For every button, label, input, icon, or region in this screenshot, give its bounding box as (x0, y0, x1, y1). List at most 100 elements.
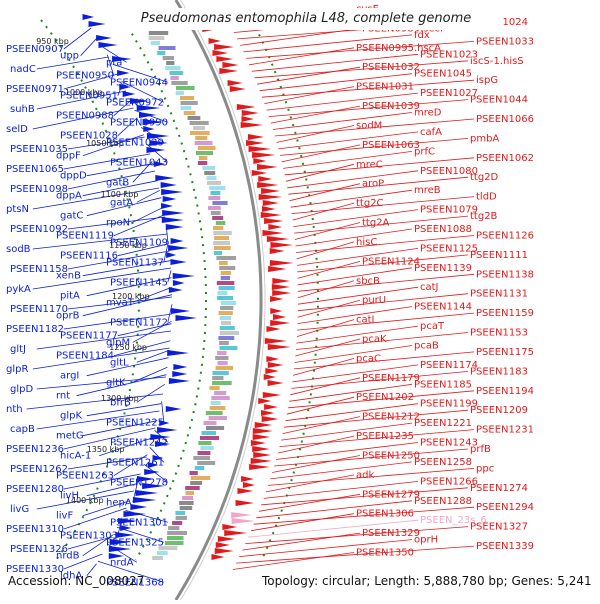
minus-strand-gene (136, 105, 161, 111)
cog-category-block (179, 501, 194, 505)
label-connector (297, 280, 355, 299)
minus-strand-gene-label: PSEEN1325 (106, 537, 164, 548)
plus-strand-gene (270, 242, 294, 248)
cog-category-block (158, 546, 178, 550)
plus-strand-gene (250, 458, 273, 464)
cog-category-block (208, 206, 221, 210)
plus-strand-gene-label: PSEEN1306 (356, 509, 414, 520)
label-connector (132, 206, 164, 223)
plus-strand-gene-label: pcaC (356, 353, 381, 364)
minus-strand-gene (115, 532, 135, 538)
cog-category-block (169, 71, 184, 75)
plus-strand-gene (216, 56, 234, 62)
minus-strand-gene-label: PSEEN1182 (6, 324, 64, 335)
plus-strand-gene (269, 248, 285, 254)
plus-strand-gene-label: PSEEN1153 (470, 328, 528, 339)
kbp-tick-label: 1000 kbp (65, 88, 103, 97)
minus-strand-gene-label: livF (56, 511, 73, 522)
label-connector (284, 157, 475, 176)
plus-strand-gene (267, 380, 284, 386)
plus-strand-gene (267, 344, 291, 350)
minus-strand-gene (118, 518, 137, 524)
plus-strand-gene (269, 260, 294, 266)
plus-strand-gene-label: PSEEN1339 (476, 541, 534, 552)
minus-strand-gene (168, 378, 190, 384)
minus-strand-gene (135, 490, 159, 496)
plus-strand-gene-label: mreC (356, 159, 383, 170)
plus-strand-gene-label: PSEEN1079 (420, 205, 478, 216)
plus-strand-gene-label: adk (356, 470, 374, 481)
label-connector (117, 243, 169, 257)
cog-category-block (198, 156, 208, 160)
plus-strand-gene (258, 194, 283, 200)
label-connector (296, 241, 355, 260)
minus-strand-gene (132, 497, 157, 503)
label-connector (249, 47, 355, 66)
label-connector (76, 374, 167, 397)
plus-strand-gene-label: PSEEN1294 (476, 502, 534, 513)
minus-strand-gene-label: PSEEN0944 (110, 77, 168, 88)
plus-strand-gene-label: ttg2A (362, 218, 390, 229)
plus-strand-gene-label: catI (356, 315, 375, 326)
cog-category-block (197, 146, 216, 150)
cog-category-block (185, 486, 200, 490)
plus-strand-gene (246, 140, 264, 146)
cog-category-block (189, 121, 209, 125)
plus-strand-gene-label: PSEEN1088 (414, 224, 472, 235)
kbp-tick-label: 1200 kbp (112, 292, 150, 301)
cog-category-block (197, 461, 216, 465)
cog-category-block (182, 496, 194, 500)
minus-strand-gene-label: glpR (6, 364, 28, 375)
plus-strand-gene (257, 164, 278, 170)
minus-strand-gene-label: rpoN (106, 217, 130, 228)
cog-category-block (210, 191, 221, 195)
cog-category-block (148, 36, 165, 40)
plus-strand-gene (270, 320, 291, 326)
minus-strand-gene-label: livG (10, 504, 29, 515)
label-connector (63, 427, 156, 450)
minus-strand-gene (160, 182, 177, 188)
minus-strand-gene-label: rnt (56, 391, 70, 402)
plus-strand-gene (266, 236, 290, 242)
cog-category-block (190, 476, 211, 480)
minus-strand-gene (172, 371, 188, 377)
plus-strand-gene-label: PSEEN1202 (356, 392, 414, 403)
cog-category-block (218, 311, 233, 315)
label-connector (86, 357, 169, 377)
cog-category-block (168, 526, 180, 530)
label-connector (292, 364, 419, 383)
cog-category-block (193, 456, 211, 460)
plus-strand-gene-label: catJ (420, 282, 439, 293)
label-connector (243, 34, 413, 53)
plus-strand-gene-label: PSEEN1174 (420, 360, 478, 371)
label-connector (63, 73, 118, 90)
cog-category-block (180, 96, 195, 100)
cog-category-block (206, 426, 225, 430)
label-connector (293, 358, 355, 376)
label-connector (63, 507, 127, 530)
label-connector (154, 430, 169, 443)
kbp-tick-layer: 950 kbp 1000 kbp 1050 kbp 1100 kbp 1150 kbp 1… (36, 37, 150, 505)
plus-strand-gene-label: PSEEN1063 (362, 140, 420, 151)
label-connector (274, 448, 469, 467)
plus-strand-gene (272, 290, 292, 296)
minus-strand-gene-label: sodB (6, 244, 31, 255)
label-connector (296, 235, 475, 253)
minus-strand-gene-label: PSEEN1177 (60, 331, 118, 342)
label-connector (251, 53, 419, 72)
label-connector (32, 187, 160, 210)
minus-strand-gene (172, 273, 195, 279)
label-connector (257, 66, 361, 85)
cog-category-block (197, 451, 211, 455)
kbp-tick-label: 1250 kbp (109, 343, 147, 352)
minus-strand-gene-label: dppF (56, 151, 81, 162)
cog-category-block (207, 181, 221, 185)
label-connector (113, 100, 131, 116)
label-connector (117, 323, 172, 337)
plus-strand-gene-label: PSEEN1159 (476, 308, 534, 319)
plus-strand-gene-label: PSEEN1039 (362, 101, 420, 112)
label-connector (292, 202, 355, 221)
minus-strand-gene-label: xenB (56, 271, 81, 282)
